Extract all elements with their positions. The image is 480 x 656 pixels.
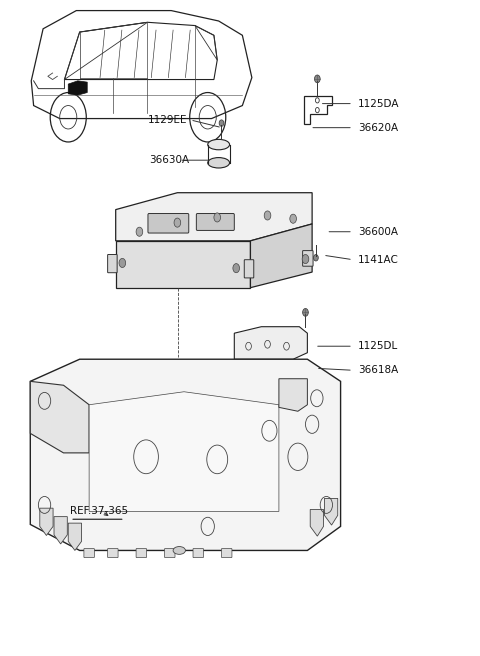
FancyBboxPatch shape (221, 548, 232, 558)
Polygon shape (30, 381, 89, 453)
Circle shape (302, 255, 309, 264)
Ellipse shape (208, 139, 229, 150)
Circle shape (302, 308, 308, 316)
Polygon shape (234, 327, 307, 359)
Circle shape (174, 218, 180, 227)
Polygon shape (251, 224, 312, 288)
Circle shape (119, 258, 126, 268)
FancyBboxPatch shape (136, 548, 146, 558)
Polygon shape (30, 359, 341, 550)
FancyBboxPatch shape (108, 255, 117, 273)
Ellipse shape (173, 546, 185, 554)
Polygon shape (40, 508, 53, 535)
FancyBboxPatch shape (244, 260, 254, 278)
FancyBboxPatch shape (108, 548, 118, 558)
Text: 1125DA: 1125DA (358, 98, 399, 109)
FancyBboxPatch shape (148, 213, 189, 233)
Polygon shape (54, 517, 67, 544)
Text: 1129EE: 1129EE (148, 115, 188, 125)
Polygon shape (116, 241, 251, 288)
Circle shape (219, 120, 224, 127)
FancyBboxPatch shape (196, 213, 234, 230)
FancyBboxPatch shape (193, 548, 204, 558)
Circle shape (214, 213, 220, 222)
Circle shape (313, 255, 318, 261)
Text: 1141AC: 1141AC (358, 255, 398, 265)
Circle shape (233, 264, 240, 273)
Polygon shape (68, 81, 87, 95)
Polygon shape (310, 510, 324, 536)
Circle shape (264, 211, 271, 220)
Text: 36620A: 36620A (358, 123, 398, 133)
Polygon shape (279, 379, 307, 411)
FancyBboxPatch shape (302, 251, 313, 266)
Polygon shape (324, 499, 338, 525)
Text: 36600A: 36600A (358, 227, 397, 237)
Polygon shape (89, 392, 279, 512)
Text: REF.37-365: REF.37-365 (70, 506, 128, 516)
FancyBboxPatch shape (165, 548, 175, 558)
Circle shape (290, 214, 297, 223)
Ellipse shape (208, 157, 229, 168)
Circle shape (136, 227, 143, 236)
Polygon shape (68, 523, 82, 550)
Polygon shape (116, 193, 312, 241)
FancyBboxPatch shape (84, 548, 95, 558)
Text: 36618A: 36618A (358, 365, 398, 375)
Text: 1125DL: 1125DL (358, 341, 398, 351)
Circle shape (314, 75, 320, 83)
Text: 36630A: 36630A (149, 155, 189, 165)
